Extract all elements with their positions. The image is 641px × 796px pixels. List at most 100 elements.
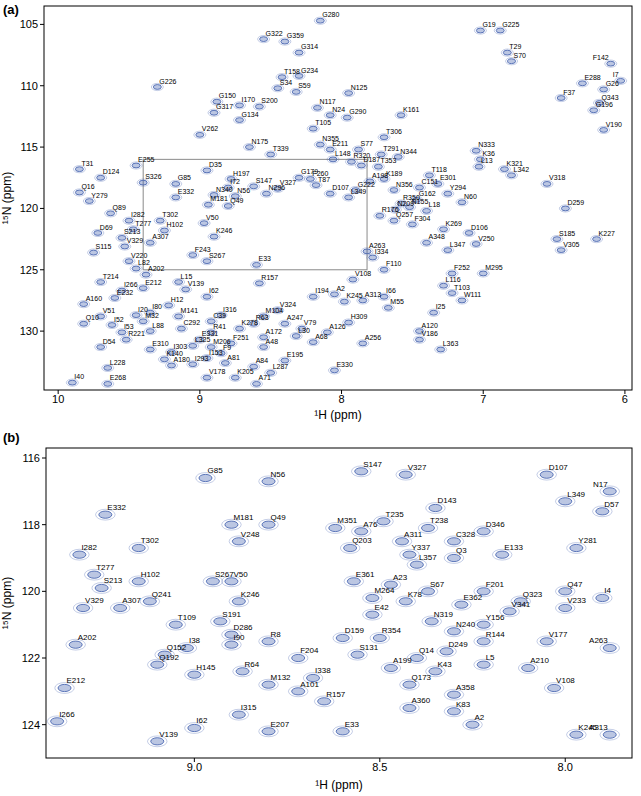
peak-label: I90 [233,633,245,642]
y-axis-title: ¹⁵N (ppm) [0,172,14,224]
x-tick-label: 6 [622,393,628,405]
peak [309,126,317,131]
x-tick-label: 10 [52,393,64,405]
peak-label: D57 [604,500,619,509]
peak [313,105,321,110]
peak [603,731,616,738]
peak-label: Q152 [167,643,187,652]
peak-label: Q257 [396,211,413,219]
peak-label: M181 [233,513,254,522]
peak [236,118,244,123]
peak-label: G26 [606,80,619,87]
peak [603,644,616,651]
peak-label: G150 [219,92,236,99]
peak-label: D143 [437,496,457,505]
peak-label: I20 [138,306,148,313]
peak-label: N175 [251,138,268,145]
peak-label: A23 [393,573,408,582]
peak [172,195,180,200]
peak-label: S115 [96,243,112,250]
peak-label: R354 [382,626,402,635]
peak-label: R157 [261,274,278,281]
peak [425,618,438,625]
x-tick-label: 8.0 [558,761,573,773]
peak [267,152,275,157]
peak-label: K205 [237,368,253,375]
peak [189,253,197,258]
peak [326,113,334,118]
plot-frame [46,448,632,758]
peak-label: A263 [589,636,608,645]
y-tick-label: 110 [20,80,38,92]
peak [189,362,197,367]
peak-label: D259 [567,199,584,206]
peak-label: T105 [315,119,331,126]
peak-label: D35 [209,161,222,168]
peak-label: V177 [549,630,568,639]
peak-label: N319 [434,610,454,619]
peak [578,81,586,86]
peak [390,218,398,223]
peak-label: D249 [449,640,469,649]
y-tick [40,331,44,332]
peak-label: A311 [404,530,423,539]
peak-label: L30 [298,327,310,334]
peak-label: Q47 [567,580,583,589]
peak-label: C292 [183,319,200,326]
peak [309,340,317,345]
peak-label: I338 [315,666,331,675]
peak-label: V327 [280,179,296,186]
peak-label: H12 [171,296,184,303]
peak [132,578,145,585]
peak [274,86,282,91]
peak-label: E133 [504,543,523,552]
peak-label: L357 [419,553,437,562]
peak-label: R64 [245,660,260,669]
peak-label: A2 [475,713,485,722]
peak [224,204,232,209]
peak [380,267,388,272]
peak-label: A307 [152,233,168,240]
peak-label: C39 [213,312,226,319]
peak [153,85,161,90]
peak-label: Y294 [450,184,466,191]
peak [466,721,479,728]
peak-label: E310 [152,340,168,347]
peak [429,504,442,511]
peak-label: M351 [337,516,358,525]
peak [399,471,412,478]
peak [540,471,553,478]
peak-label: S200 [261,97,277,104]
peak [132,266,140,271]
peak-label: K278 [242,319,258,326]
peak [380,135,388,140]
peak-label: E207 [271,720,290,729]
peak-label: D54 [103,338,116,345]
peak [559,604,572,611]
peak [97,345,105,350]
peak-label: V186 [421,330,437,337]
peak-label: H102 [166,221,183,228]
plot-frame [44,6,632,390]
peak-label: C151 [421,178,438,185]
peak-label: E332 [107,503,126,512]
peak [347,159,355,164]
peak-label: K245 [346,292,362,299]
peak [448,291,456,296]
peak-label: L349 [567,490,585,499]
peak [225,641,238,648]
peak [590,108,598,113]
peak [476,28,484,33]
peak-label: A126 [329,323,345,330]
peak-label: I52 [114,316,124,323]
peak-label: V79 [304,319,317,326]
peak-label: G85 [207,466,223,475]
peak [508,173,516,178]
peak [559,588,572,595]
peak [156,218,164,223]
peak [132,163,140,168]
peak [146,347,154,352]
peak-label: A348 [429,233,445,240]
peak-label: A48 [266,338,279,345]
peak [437,347,445,352]
